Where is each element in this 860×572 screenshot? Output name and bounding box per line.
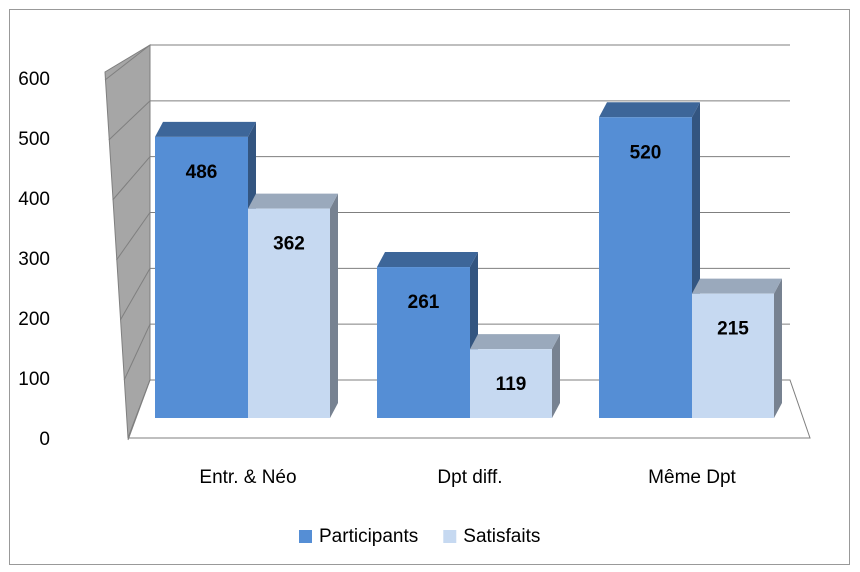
grid-line [119, 268, 151, 321]
x-tick-label: Entr. & Néo [199, 467, 296, 488]
bar [377, 267, 470, 418]
bar-top [377, 252, 478, 268]
bar [692, 293, 774, 418]
grid-line [127, 379, 151, 441]
bar [599, 117, 692, 419]
data-label: 119 [496, 374, 527, 395]
bar-top [155, 121, 256, 137]
bar-top [248, 193, 338, 209]
bar [155, 136, 248, 418]
y-tick-label: 0 [39, 429, 50, 450]
data-label: 520 [630, 142, 662, 163]
grid-line [116, 212, 151, 261]
legend-swatch [443, 530, 457, 543]
bar [470, 349, 552, 418]
bar-side [774, 278, 782, 418]
data-label: 215 [717, 319, 749, 340]
x-tick-label: Dpt diff. [437, 467, 502, 488]
y-tick-label: 300 [18, 249, 50, 270]
grid-line [104, 44, 151, 81]
bar-side [330, 193, 338, 418]
y-tick-label: 600 [18, 69, 50, 90]
x-tick-label: Même Dpt [648, 467, 736, 488]
grid-line [123, 323, 151, 381]
legend-label: Satisfaits [463, 526, 540, 547]
bar-top [692, 278, 782, 294]
y-tick-label: 100 [18, 369, 50, 390]
grid-line [108, 100, 151, 141]
y-tick-label: 200 [18, 309, 50, 330]
data-label: 486 [186, 162, 218, 183]
data-label: 261 [408, 292, 440, 313]
bar [248, 208, 330, 418]
data-label: 362 [273, 234, 305, 255]
bar-top [470, 334, 560, 350]
bar-side [552, 334, 560, 418]
y-tick-label: 500 [18, 129, 50, 150]
grid-line [112, 156, 151, 201]
bar-top [599, 102, 700, 118]
legend-label: Participants [319, 526, 418, 547]
legend-swatch [299, 530, 312, 543]
y-tick-label: 400 [18, 189, 50, 210]
